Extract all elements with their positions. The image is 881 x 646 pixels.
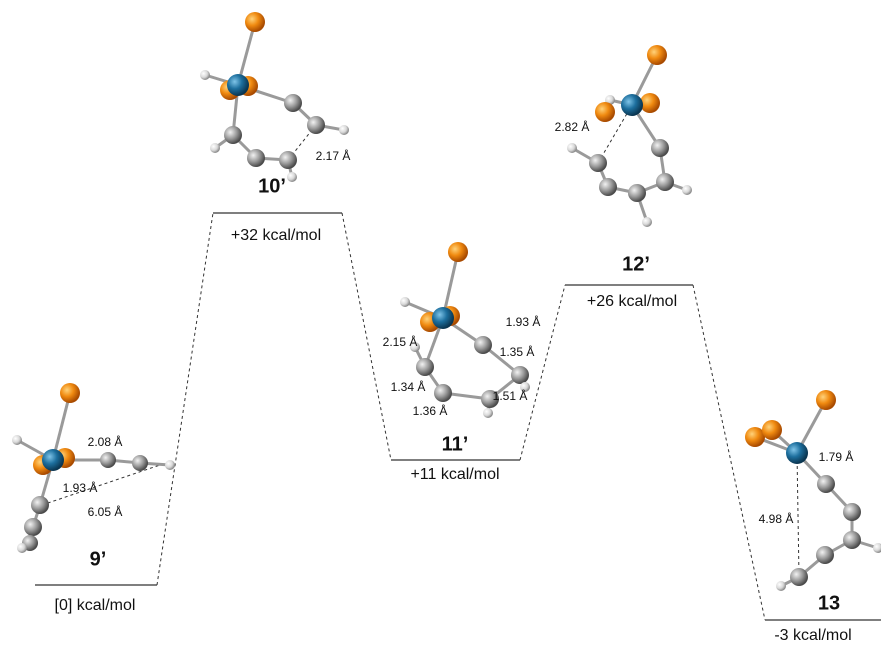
atom [642, 217, 652, 227]
bond-distance: 1.35 Å [500, 344, 535, 359]
atom [628, 184, 646, 202]
atom [17, 543, 27, 553]
atom [132, 455, 148, 471]
bond-distance: 2.15 Å [383, 334, 418, 349]
atom [224, 126, 242, 144]
atom [843, 531, 861, 549]
atom [843, 503, 861, 521]
labels: 9’ [0] kcal/mol 2.08 Å 1.93 Å 6.05 Å 10’ +32 k… [35, 119, 881, 644]
atom [817, 475, 835, 493]
atom [647, 45, 667, 65]
distance-line [797, 453, 799, 577]
bond-distance: 1.93 Å [63, 480, 98, 495]
atom [599, 178, 617, 196]
atom [483, 408, 493, 418]
atom [247, 149, 265, 167]
atom [651, 139, 669, 157]
state-label: 11’ [442, 433, 469, 455]
connector [157, 213, 213, 585]
bond-distance: 6.05 Å [88, 504, 123, 519]
atom [434, 384, 452, 402]
atom [589, 154, 607, 172]
bond-distance: 2.17 Å [316, 148, 351, 163]
atom [873, 543, 881, 553]
energy-label: -3 kcal/mol [774, 627, 851, 644]
atom [432, 307, 454, 329]
atom [284, 94, 302, 112]
bond-distance: 1.34 Å [391, 379, 426, 394]
atom [567, 143, 577, 153]
atom [790, 568, 808, 586]
atom [776, 581, 786, 591]
atom [279, 151, 297, 169]
bond-distance: 2.82 Å [555, 119, 590, 134]
atom [307, 116, 325, 134]
state-label: 10’ [258, 175, 286, 197]
atom [621, 94, 643, 116]
atom [448, 242, 468, 262]
state-label: 12’ [622, 253, 650, 275]
bond-distance: 2.08 Å [88, 434, 123, 449]
atom [416, 358, 434, 376]
atom [816, 390, 836, 410]
energy-label: +26 kcal/mol [587, 293, 677, 310]
atom [287, 172, 297, 182]
atom [42, 449, 64, 471]
atom [60, 383, 80, 403]
atom [100, 452, 116, 468]
energy-diagram: 9’ [0] kcal/mol 2.08 Å 1.93 Å 6.05 Å 10’ +32 k… [0, 0, 881, 646]
atom [640, 93, 660, 113]
atom [762, 420, 782, 440]
atom [24, 518, 42, 536]
atom [656, 173, 674, 191]
atom [786, 442, 808, 464]
atom [595, 102, 615, 122]
atom [210, 143, 220, 153]
atom [511, 366, 529, 384]
atom [245, 12, 265, 32]
atom [31, 496, 49, 514]
bond-distance: 1.36 Å [413, 403, 448, 418]
energy-label: +32 kcal/mol [231, 227, 321, 244]
state-label: 13 [818, 592, 840, 614]
atom [227, 74, 249, 96]
state-label: 9’ [90, 548, 107, 570]
atom [165, 460, 175, 470]
atom [200, 70, 210, 80]
bond-distance: 1.51 Å [493, 388, 528, 403]
bond-distance: 4.98 Å [759, 511, 794, 526]
molecules [12, 12, 881, 591]
bond-distance: 1.79 Å [819, 449, 854, 464]
energy-label: [0] kcal/mol [55, 597, 136, 614]
atom [339, 125, 349, 135]
atom [816, 546, 834, 564]
atom [474, 336, 492, 354]
distance-line [42, 465, 160, 505]
connector [693, 285, 765, 620]
atom [400, 297, 410, 307]
atom [12, 435, 22, 445]
energy-label: +11 kcal/mol [410, 466, 499, 483]
bond-distance: 1.93 Å [506, 314, 541, 329]
atom [682, 185, 692, 195]
